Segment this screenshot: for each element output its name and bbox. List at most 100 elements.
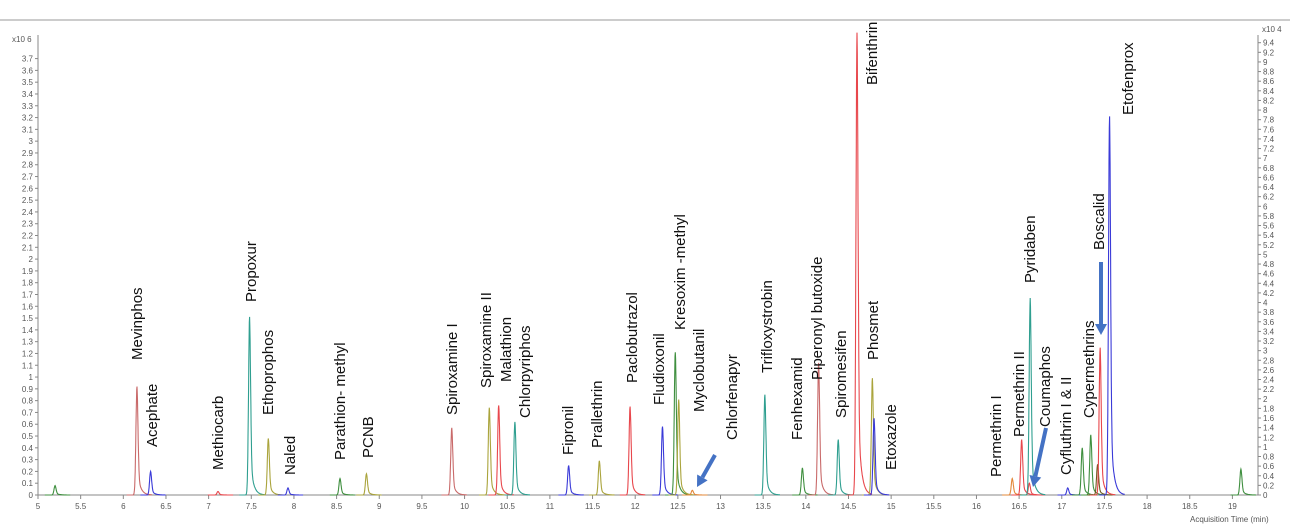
right-y-tick-label: 3 [1263, 347, 1268, 356]
right-y-tick-label: 1.8 [1263, 404, 1275, 413]
left-y-tick-label: 1.7 [22, 290, 34, 299]
right-y-tick-label: 2.4 [1263, 376, 1275, 385]
peak-label: Fenhexamid [789, 357, 806, 440]
left-y-tick-label: 0.5 [22, 432, 34, 441]
right-y-tick-label: 3.6 [1263, 318, 1275, 327]
left-y-tick-label: 2 [29, 255, 34, 264]
peak-trace [356, 472, 382, 496]
x-tick-label: 13.5 [755, 502, 771, 511]
right-y-tick-label: 8.8 [1263, 68, 1275, 77]
right-y-tick-label: 8 [1263, 106, 1268, 115]
left-y-tick-label: 3.1 [22, 125, 34, 134]
left-y-tick-label: 0.8 [22, 397, 34, 406]
right-y-tick-label: 5.8 [1263, 212, 1275, 221]
left-y-tick-label: 3.7 [22, 55, 34, 64]
peak-trace [329, 477, 356, 496]
x-tick-label: 17 [1057, 502, 1066, 511]
peak-label: Ethoprophos [260, 330, 277, 415]
x-tick-label: 15 [887, 502, 896, 511]
peak-trace [441, 427, 467, 496]
arrow-annotation [1095, 262, 1107, 335]
peak-label: Naled [282, 436, 299, 475]
left-y-tick-label: 0.1 [22, 479, 34, 488]
left-y-tick-label: 2.7 [22, 173, 34, 182]
x-tick-label: 16.5 [1011, 502, 1027, 511]
x-tick-label: 16 [972, 502, 981, 511]
peak-label: Piperonyl butoxide [809, 257, 826, 380]
left-y-tick-label: 1.5 [22, 314, 34, 323]
left-y-tick-label: 2.2 [22, 232, 34, 241]
left-y-tick-label: 2.6 [22, 184, 34, 193]
peak-trace [239, 316, 265, 496]
right-y-tick-label: 9.2 [1263, 48, 1275, 57]
peak-trace [754, 394, 780, 496]
left-y-tick-label: 2.8 [22, 161, 34, 170]
x-tick-label: 7.5 [246, 502, 258, 511]
left-y-tick-label: 0.9 [22, 385, 34, 394]
x-tick-label: 6.5 [160, 502, 172, 511]
right-y-tick-label: 5 [1263, 250, 1268, 259]
left-y-tick-label: 3.6 [22, 66, 34, 75]
x-tick-label: 9 [377, 502, 382, 511]
peak-trace [792, 467, 818, 496]
right-y-tick-label: 2.6 [1263, 366, 1275, 375]
peak-trace [682, 489, 708, 496]
left-y-tick-label: 1.8 [22, 279, 34, 288]
peak-label: Paclobutrazol [624, 292, 641, 383]
peak-trace [1099, 116, 1125, 496]
right-y-tick-label: 6.6 [1263, 173, 1275, 182]
x-tick-label: 18.5 [1182, 502, 1198, 511]
peak-label: Permethrin II [1011, 351, 1028, 437]
right-axis-multiplier: x10 4 [1262, 25, 1282, 34]
right-y-tick-label: 1.4 [1263, 424, 1275, 433]
right-y-tick-label: 4.2 [1263, 289, 1275, 298]
peak-trace [277, 487, 304, 496]
peak-label: Myclobutanil [691, 329, 708, 412]
peak-trace [668, 399, 694, 496]
right-y-tick-label: 7 [1263, 154, 1268, 163]
left-y-tick-label: 2.9 [22, 149, 34, 158]
right-y-tick-label: 4.6 [1263, 270, 1275, 279]
peak-trace [828, 439, 854, 496]
x-tick-label: 6 [121, 502, 126, 511]
x-axis-label: Acquisition Time (min) [1190, 515, 1269, 524]
left-y-tick-label: 0.3 [22, 456, 34, 465]
peak-label: Etofenprox [1120, 42, 1137, 115]
right-y-tick-label: 4.4 [1263, 279, 1275, 288]
right-y-tick-label: 3.8 [1263, 308, 1275, 317]
x-tick-label: 11 [546, 502, 555, 511]
left-y-tick-label: 3.3 [22, 102, 34, 111]
left-y-tick-label: 1.4 [22, 326, 34, 335]
x-tick-label: 12 [631, 502, 640, 511]
right-y-tick-label: 8.6 [1263, 77, 1275, 86]
peak-trace [504, 421, 530, 496]
peak-label: Spiroxamine I [444, 323, 461, 415]
peak-label: Trifloxystrobin [759, 280, 776, 373]
left-y-tick-label: 0.4 [22, 444, 34, 453]
right-y-tick-label: 6.2 [1263, 193, 1275, 202]
right-y-tick-label: 4.8 [1263, 260, 1275, 269]
right-y-tick-label: 6.8 [1263, 164, 1275, 173]
peak-trace [589, 460, 615, 496]
left-y-tick-label: 0 [29, 491, 34, 500]
peak-label: Fipronil [560, 406, 577, 455]
peak-trace [258, 438, 284, 496]
left-y-tick-label: 2.1 [22, 243, 34, 252]
left-y-tick-label: 0.6 [22, 420, 34, 429]
peak-label: Chlorpyriphos [517, 325, 534, 418]
left-y-tick-label: 3 [29, 137, 34, 146]
peak-label: Permethrin I [988, 395, 1005, 477]
peak-label: Bifenthrin [864, 22, 881, 85]
x-tick-label: 5.5 [75, 502, 87, 511]
left-y-tick-label: 1.9 [22, 267, 34, 276]
x-tick-label: 15.5 [926, 502, 942, 511]
right-y-tick-label: 6.4 [1263, 183, 1275, 192]
right-y-tick-label: 3.4 [1263, 327, 1275, 336]
right-y-tick-label: 3.2 [1263, 337, 1275, 346]
peak-label: Boscalid [1091, 193, 1108, 250]
right-y-tick-label: 1 [1263, 443, 1268, 452]
peak-trace [558, 465, 584, 496]
x-tick-label: 13 [716, 502, 725, 511]
right-y-tick-label: 2 [1263, 395, 1268, 404]
